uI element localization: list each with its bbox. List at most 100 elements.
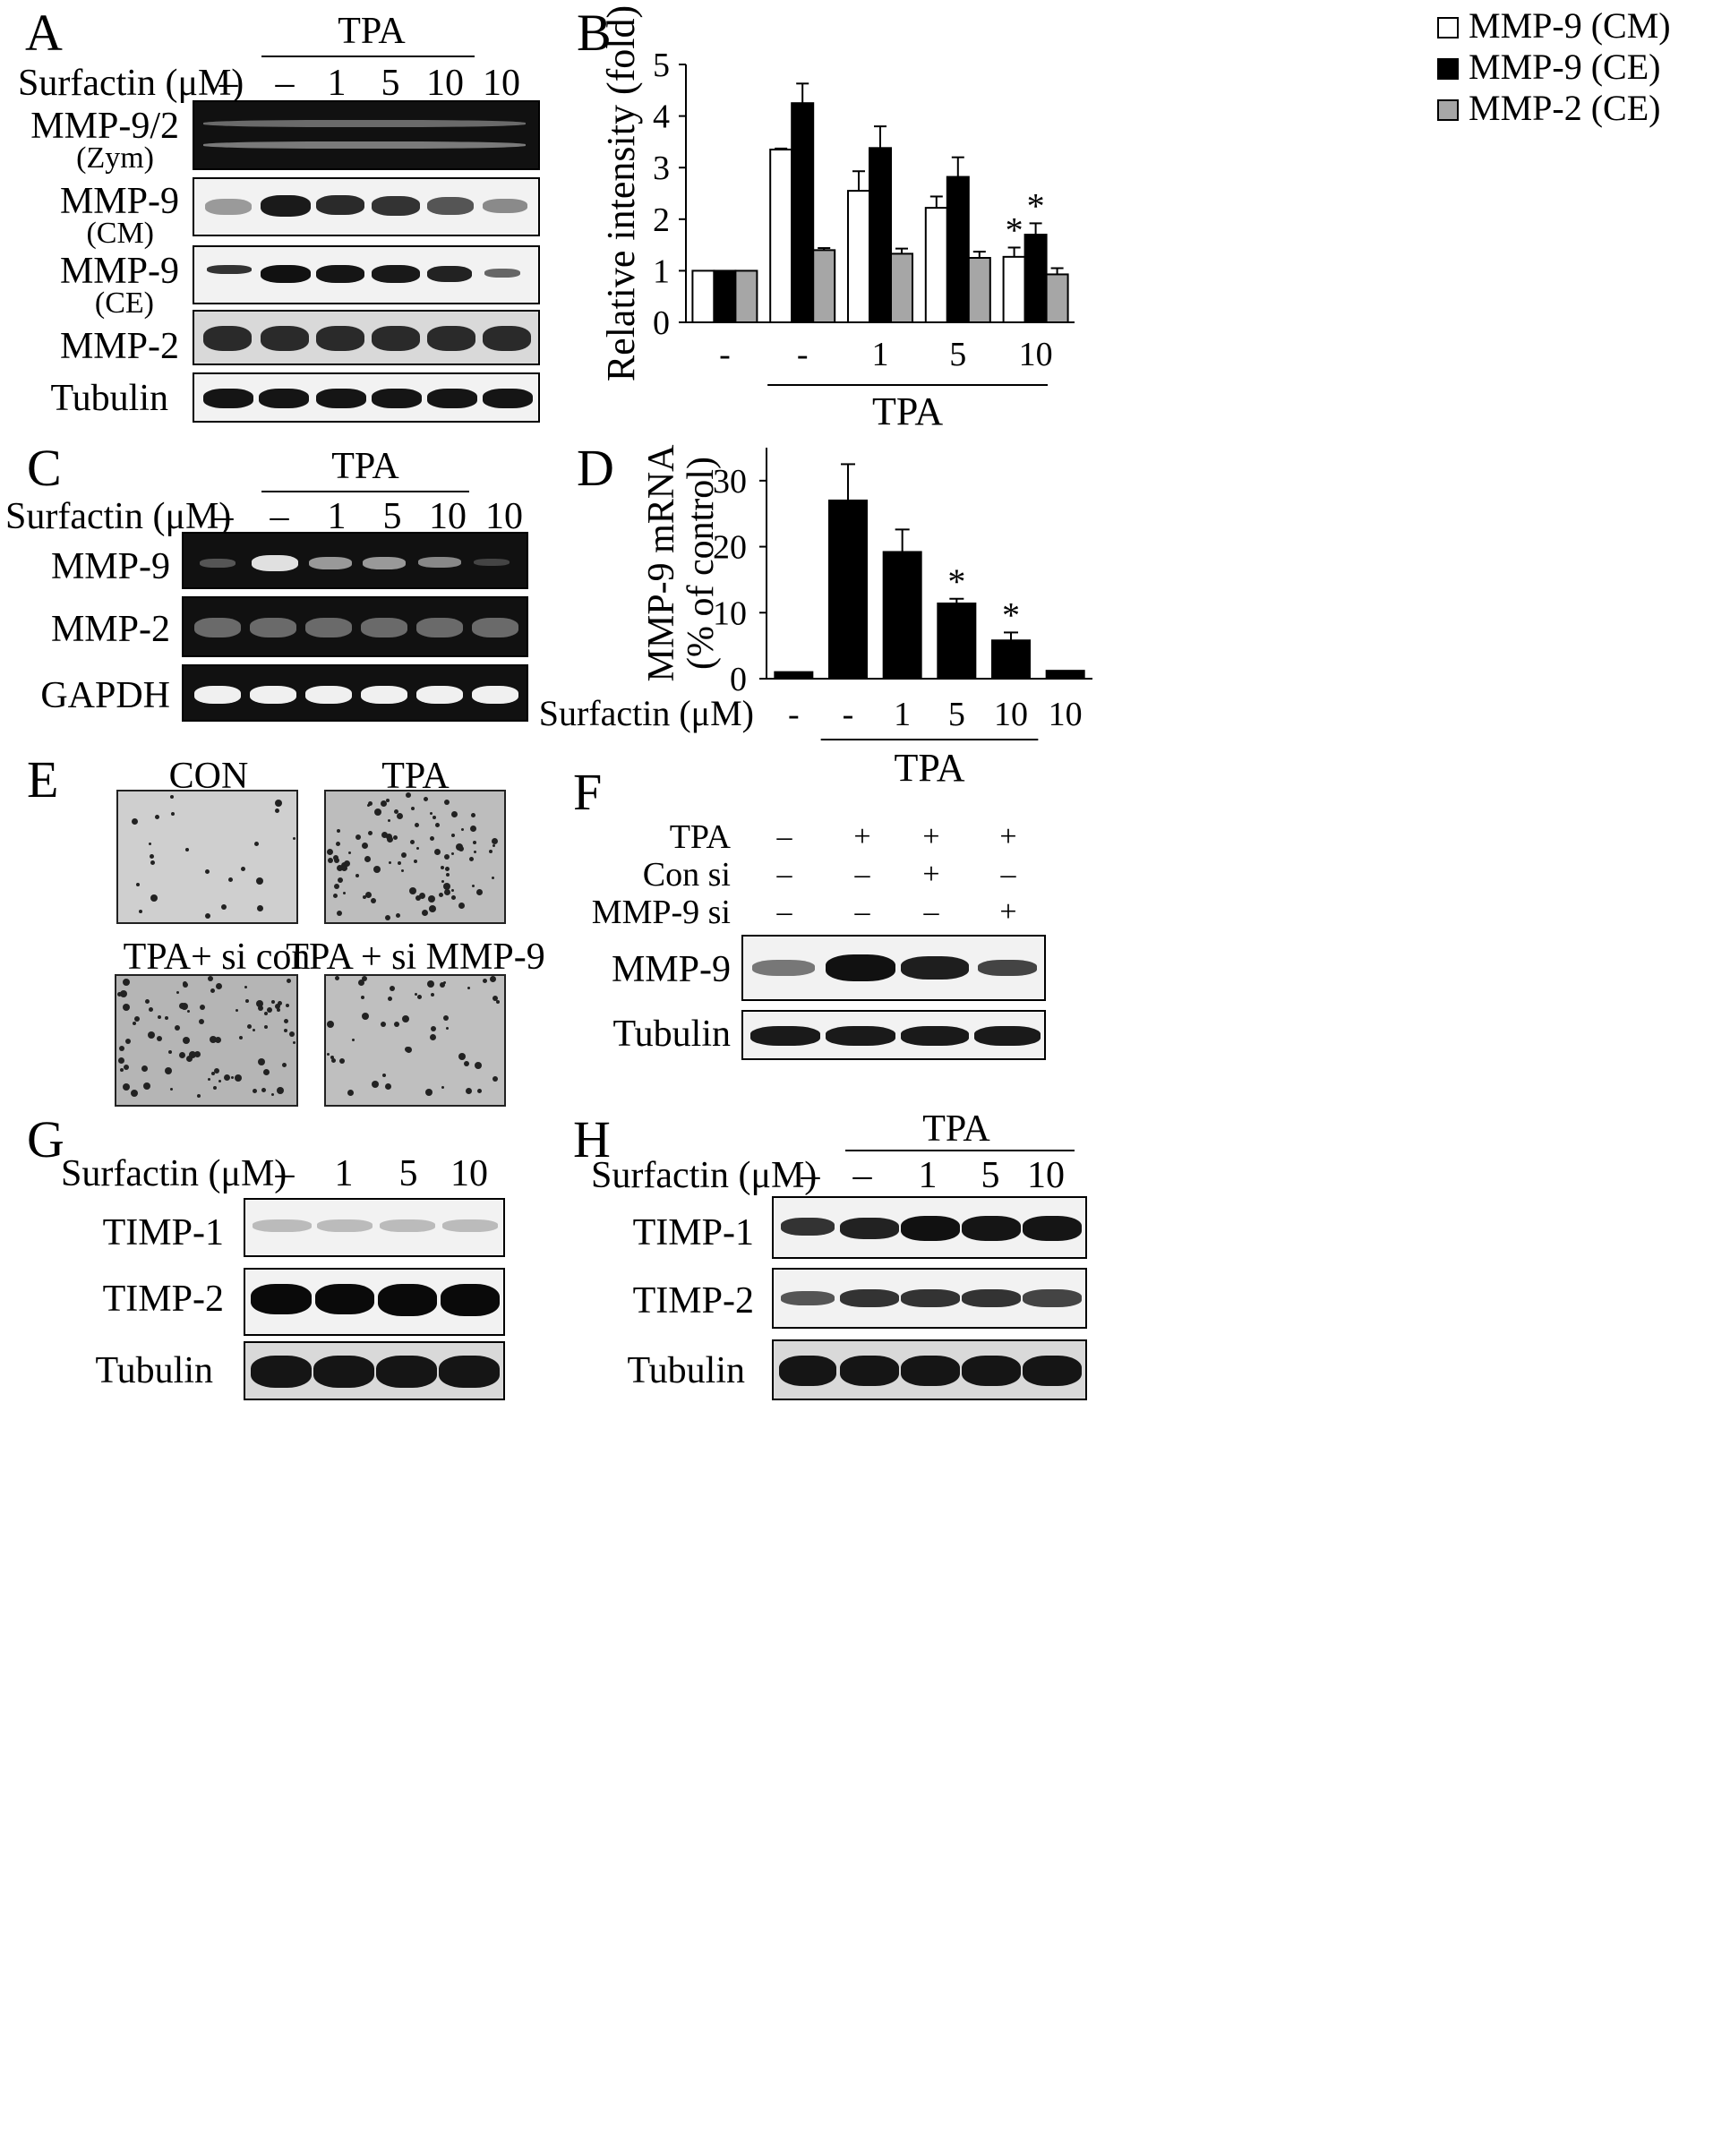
condition-value: + — [999, 820, 1017, 853]
invading-cell — [150, 860, 155, 865]
blot-label: MMP-9 — [50, 546, 170, 587]
blot-label: MMP-2 — [59, 326, 179, 367]
invading-cell — [216, 983, 222, 989]
legend-label: MMP-9 (CE) — [1469, 47, 1660, 87]
invading-cell — [433, 816, 436, 819]
invading-cell — [371, 898, 376, 903]
blot-label: MMP-9 — [59, 181, 179, 222]
invading-cell — [431, 1026, 436, 1031]
x-tick-label: 10 — [1019, 336, 1053, 373]
invading-cell — [224, 1074, 230, 1081]
invading-cell — [373, 866, 381, 873]
invading-cell — [125, 1039, 131, 1044]
invading-cell — [210, 988, 215, 993]
invading-cell — [239, 1036, 243, 1040]
lane-label: – — [801, 1155, 820, 1196]
y-tick-label: 2 — [653, 201, 670, 239]
surfactin-row-label: Surfactin (μM) — [61, 1153, 287, 1194]
invading-cell — [179, 1052, 185, 1058]
invading-cell — [365, 892, 372, 898]
invading-cell — [430, 812, 433, 815]
invading-cell — [406, 792, 411, 798]
invading-cell — [214, 1068, 219, 1074]
invading-cell — [476, 889, 483, 895]
invading-cell — [492, 1076, 498, 1082]
invading-cell — [402, 1015, 409, 1022]
invading-cell — [333, 894, 338, 898]
y-tick-label: 5 — [653, 47, 670, 84]
blot-label: GAPDH — [40, 675, 170, 716]
invading-cell — [189, 1051, 196, 1058]
invading-cell — [334, 884, 339, 889]
invading-cell — [175, 1025, 180, 1031]
invading-cell — [443, 981, 446, 984]
panel-letter-e: E — [27, 750, 59, 808]
invading-cell — [336, 842, 340, 846]
invading-cell — [119, 1046, 124, 1051]
legend-swatch — [1437, 58, 1459, 80]
mmp9-ce-blot — [193, 245, 540, 304]
invading-cell — [461, 828, 464, 831]
invading-cell — [205, 869, 210, 874]
lane-label: – — [275, 63, 295, 104]
invading-cell — [394, 1022, 399, 1027]
invading-cell — [141, 1065, 148, 1072]
condition-value: + — [999, 895, 1017, 928]
invading-cell — [205, 913, 210, 919]
invading-cell — [374, 808, 381, 816]
blot-label: MMP-9 — [59, 251, 179, 292]
invading-cell — [446, 1027, 449, 1030]
invading-cell — [168, 1050, 172, 1054]
invading-cell — [430, 836, 434, 841]
invading-cell — [293, 837, 295, 840]
blot-label: MMP-9 — [611, 949, 731, 990]
bar — [1024, 234, 1048, 323]
invading-cell — [415, 895, 421, 901]
y-tick-label: 0 — [730, 661, 747, 698]
tubulin-sirna-blot — [741, 1010, 1046, 1060]
x-tick-label: - — [788, 696, 800, 733]
invading-cell — [221, 904, 227, 910]
invading-cell — [431, 993, 434, 997]
condition-value: + — [922, 858, 940, 891]
significance-star: * — [1002, 595, 1020, 635]
invading-cell — [397, 813, 403, 819]
condition-label: Con si — [642, 856, 731, 894]
significance-star: * — [1027, 185, 1045, 226]
invading-cell — [341, 865, 347, 871]
invading-cell — [124, 1065, 129, 1070]
invading-cell — [382, 1074, 386, 1077]
invading-cell — [183, 981, 187, 986]
condition-value: – — [1000, 858, 1016, 891]
invading-cell — [254, 842, 259, 846]
condition-value: – — [776, 895, 792, 928]
invading-cell — [411, 807, 415, 810]
y-tick-label: 3 — [653, 150, 670, 187]
invading-cell — [409, 887, 416, 894]
invading-cell — [489, 850, 492, 853]
invading-cell — [165, 1067, 172, 1074]
invading-cell — [362, 1013, 369, 1020]
lane-label: 1 — [327, 63, 347, 104]
invading-cell — [343, 892, 346, 894]
invading-cell — [131, 1090, 138, 1097]
bar — [946, 175, 970, 323]
invading-cell — [331, 1058, 336, 1063]
zymography-blot — [193, 100, 540, 170]
invading-cell — [155, 815, 159, 819]
invading-cell — [245, 999, 249, 1003]
invading-cell — [451, 852, 454, 855]
bar — [691, 270, 715, 323]
mmp2-blot — [193, 310, 540, 365]
bar — [1045, 273, 1069, 324]
y-tick-label: 10 — [713, 595, 747, 632]
invading-cell — [133, 1022, 136, 1025]
tpa-group-label: TPA — [331, 446, 399, 487]
invading-cell — [363, 895, 366, 899]
blot-sublabel: (CM) — [86, 217, 154, 250]
invading-cell — [398, 861, 401, 865]
chart-b: 0 1 2 3 4 5 Relative intensity (fold) - - 1 5 10 TPA… — [599, 5, 1671, 430]
invading-cell — [414, 860, 417, 863]
lane-label: – — [270, 496, 289, 537]
invading-cell — [362, 843, 368, 849]
